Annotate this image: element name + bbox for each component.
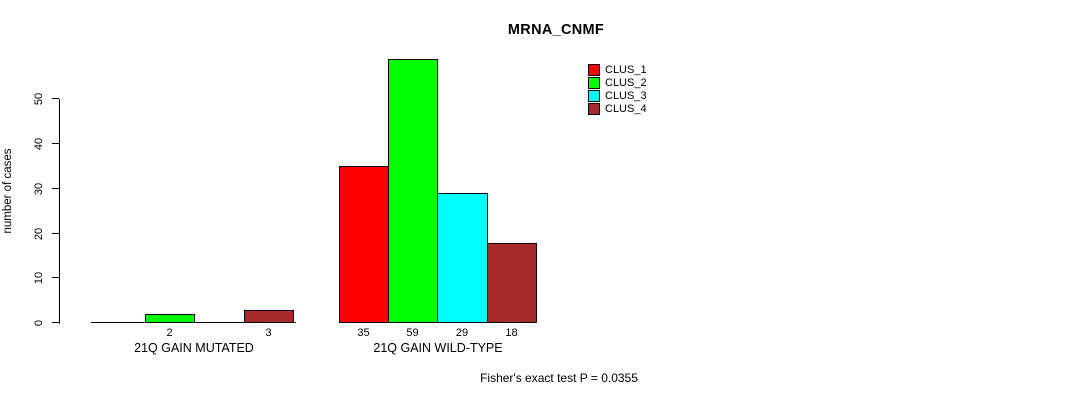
y-tick-mark (52, 277, 59, 278)
y-tick-mark (52, 188, 59, 189)
bar-clus_3-group1 (437, 193, 488, 323)
legend-label: CLUS_3 (605, 90, 647, 102)
legend-label: CLUS_2 (605, 77, 647, 89)
bar-clus_4-group1 (487, 243, 537, 323)
y-tick-label: 10 (33, 271, 45, 285)
y-tick-label: 0 (33, 319, 45, 327)
legend-label: CLUS_4 (605, 103, 647, 115)
y-tick-label: 40 (33, 137, 45, 151)
bar-value-label: 3 (265, 327, 272, 339)
y-tick-mark (52, 143, 59, 144)
legend-item-clus_2: CLUS_2 (588, 77, 647, 89)
y-tick-mark (52, 233, 59, 234)
bar-clus_2-group1 (388, 59, 438, 323)
group-label-mutated: 21Q GAIN MUTATED (134, 341, 254, 355)
chart-title: MRNA_CNMF (507, 22, 605, 38)
bar-clus_1-group1 (339, 166, 389, 323)
y-tick-mark (52, 98, 59, 99)
y-tick-label: 50 (33, 92, 45, 106)
legend-swatch-icon (588, 103, 600, 115)
y-axis-title: number of cases (2, 148, 14, 234)
legend-item-clus_4: CLUS_4 (588, 103, 647, 115)
group-label-wild-type: 21Q GAIN WILD-TYPE (373, 341, 503, 355)
y-tick-label: 20 (33, 227, 45, 241)
bar-value-label: 2 (166, 327, 173, 339)
legend: CLUS_1 CLUS_2 CLUS_3 CLUS_4 (588, 64, 647, 115)
bar-value-label: 35 (357, 327, 370, 339)
legend-item-clus_3: CLUS_3 (588, 90, 647, 102)
legend-item-clus_1: CLUS_1 (588, 64, 647, 76)
bar-value-label: 29 (455, 327, 469, 339)
y-axis-line (59, 99, 60, 324)
legend-swatch-icon (588, 90, 600, 102)
y-tick-mark (52, 322, 59, 323)
bar-value-label: 59 (406, 327, 419, 339)
bar-clus_4-group0 (244, 310, 294, 323)
legend-swatch-icon (588, 64, 600, 76)
y-tick-label: 30 (33, 182, 45, 196)
legend-label: CLUS_1 (605, 64, 647, 76)
bar-value-label: 18 (505, 327, 518, 339)
bar-clus_2-group0 (145, 314, 195, 323)
stat-test-note: Fisher's exact test P = 0.0355 (480, 371, 638, 385)
legend-swatch-icon (588, 77, 600, 89)
